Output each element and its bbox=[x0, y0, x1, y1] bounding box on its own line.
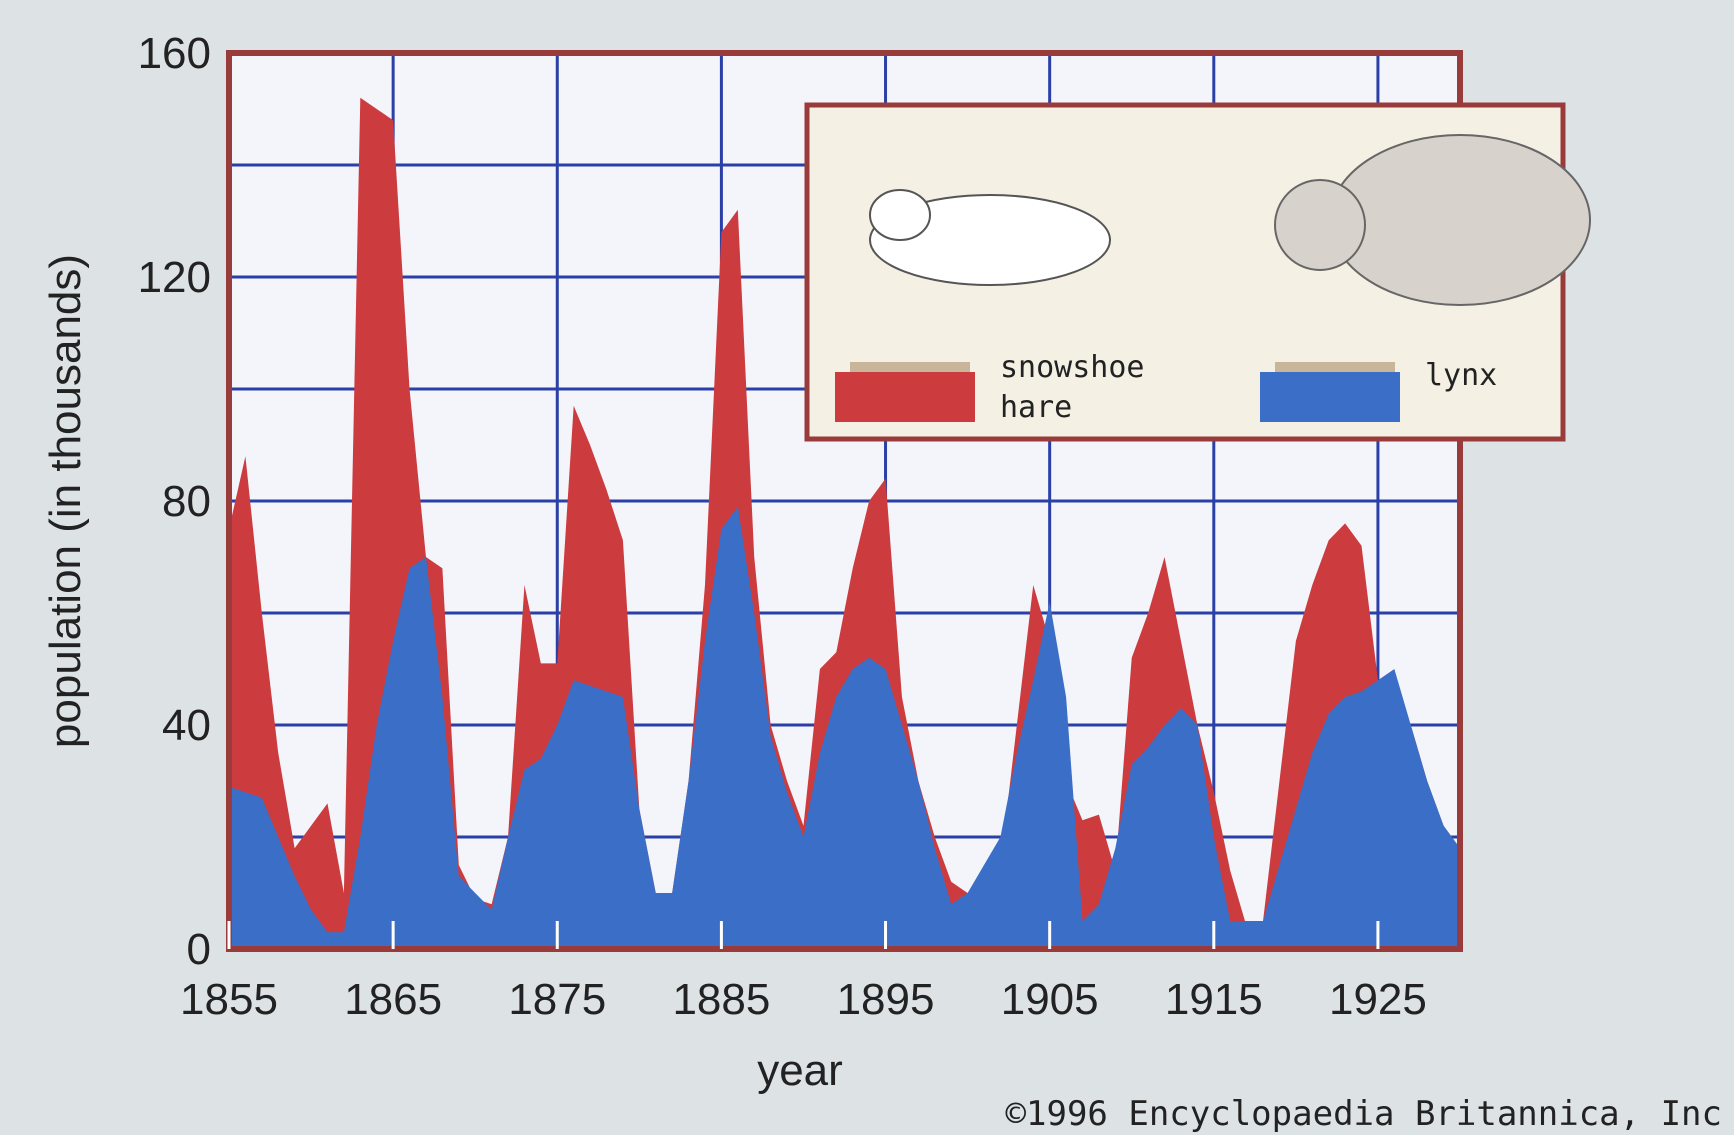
x-tick-label: 1915 bbox=[1165, 975, 1263, 1024]
x-axis-label: year bbox=[757, 1046, 843, 1095]
y-tick-label: 80 bbox=[162, 477, 211, 526]
x-tick-label: 1925 bbox=[1329, 975, 1427, 1024]
plot-border bbox=[226, 50, 1463, 952]
credit: ©1996 Encyclopaedia Britannica, Inc bbox=[1006, 1094, 1722, 1134]
hare-head bbox=[869, 189, 931, 241]
area bbox=[229, 506, 1460, 949]
x-tick-label: 1865 bbox=[344, 975, 442, 1024]
legend bbox=[804, 102, 1591, 442]
x-tick-label: 1895 bbox=[837, 975, 935, 1024]
y-tick-label: 40 bbox=[162, 701, 211, 750]
legend-swatch bbox=[835, 372, 975, 422]
y-tick-label: 120 bbox=[138, 253, 211, 302]
area bbox=[229, 97, 1460, 950]
y-tick-label: 0 bbox=[187, 925, 211, 974]
x-tick-label: 1875 bbox=[508, 975, 606, 1024]
x-tick-label: 1855 bbox=[180, 975, 278, 1024]
x-tick-label: 1905 bbox=[1001, 975, 1099, 1024]
legend-label: lynx bbox=[1425, 358, 1498, 393]
y-axis-label: population (in thousands) bbox=[41, 254, 90, 748]
x-tick-label: 1885 bbox=[672, 975, 770, 1024]
legend-label: snowshoe hare bbox=[1000, 350, 1145, 425]
legend-swatch bbox=[1260, 372, 1400, 422]
y-tick-label: 160 bbox=[138, 29, 211, 78]
lynx-head bbox=[1274, 179, 1366, 271]
lynx-illustration bbox=[1329, 134, 1591, 306]
